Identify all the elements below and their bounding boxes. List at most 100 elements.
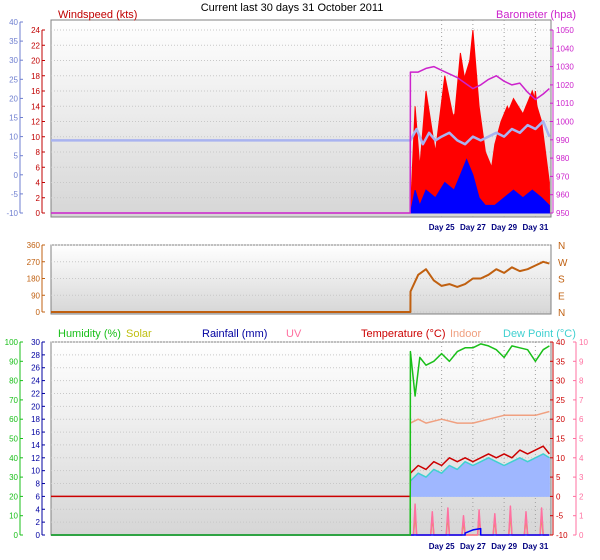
outer-scale-tick-label: 15	[9, 114, 18, 123]
rainfall-tick-label: 16	[31, 428, 40, 437]
windspeed-tick-label: 16	[31, 87, 40, 96]
compass-label: E	[558, 291, 565, 302]
direction-panel-background	[50, 244, 552, 315]
climate-panel-axes: 0102030405060708090100024681012141618202…	[5, 338, 589, 540]
humidity-tick-label: 20	[9, 492, 18, 501]
barometer-tick-label: 970	[556, 172, 570, 181]
rainfall-tick-label: 20	[31, 402, 40, 411]
windspeed-tick-label: 10	[31, 133, 40, 142]
legend-uv: UV	[286, 328, 302, 340]
uv-tick-label: 0	[579, 531, 584, 540]
barometer-tick-label: 960	[556, 191, 570, 200]
outer-scale-tick-label: -10	[6, 209, 18, 218]
windspeed-axis-title: Windspeed (kts)	[58, 9, 137, 21]
windspeed-tick-label: 24	[31, 26, 40, 35]
windspeed-tick-label: 14	[31, 102, 40, 111]
dew-point-c-line	[409, 453, 550, 482]
temperature-tick-label: -5	[556, 512, 564, 521]
barometer-tick-label: 1040	[556, 44, 574, 53]
humidity-tick-label: 90	[9, 357, 18, 366]
temperature-tick-label: 35	[556, 357, 565, 366]
humidity-tick-label: 80	[9, 377, 18, 386]
humidity-tick-label: 40	[9, 454, 18, 463]
legend-indoor: Indoor	[450, 328, 482, 340]
windspeed-tick-label: 2	[36, 194, 41, 203]
humidity-tick-label: 60	[9, 415, 18, 424]
rainfall-tick-label: 0	[36, 531, 41, 540]
uv-tick-label: 7	[579, 396, 584, 405]
humidity-line	[51, 343, 550, 536]
uv-tick-label: 4	[579, 454, 584, 463]
uv-tick-label: 5	[579, 435, 584, 444]
wind-average-area	[51, 158, 550, 214]
windspeed-tick-label: 22	[31, 41, 40, 50]
rainfall-mm-line	[51, 527, 550, 536]
humidity-tick-label: 70	[9, 396, 18, 405]
rainfall-tick-label: 18	[31, 415, 40, 424]
humidity-tick-label: 10	[9, 512, 18, 521]
uv-tick-label: 10	[579, 338, 588, 347]
barometer-tick-label: 1020	[556, 81, 574, 90]
x-tick-label: Day 25	[429, 223, 455, 232]
temperature-tick-label: 25	[556, 396, 565, 405]
compass-label: S	[558, 275, 565, 286]
humidity-tick-label: 50	[9, 435, 18, 444]
rainfall-tick-label: 10	[31, 467, 40, 476]
windspeed-tick-label: 4	[36, 179, 41, 188]
legend-temperature: Temperature (°C)	[361, 328, 445, 340]
rainfall-tick-label: 30	[31, 338, 40, 347]
outer-scale-tick-label: 0	[14, 171, 19, 180]
uv-tick-label: 2	[579, 492, 584, 501]
x-tick-label: Day 31	[522, 542, 548, 551]
uv-tick-label: 3	[579, 473, 584, 482]
windspeed-tick-label: 8	[36, 148, 41, 157]
rainfall-tick-label: 26	[31, 364, 40, 373]
direction-tick-label: 90	[31, 291, 40, 300]
windspeed-tick-label: 20	[31, 57, 40, 66]
barometer-tick-label: 980	[556, 154, 570, 163]
barometer-tick-label: 1050	[556, 26, 574, 35]
uv-line	[51, 503, 550, 536]
compass-label: N	[558, 308, 565, 319]
rainfall-tick-label: 14	[31, 441, 40, 450]
outer-scale-tick-label: 10	[9, 133, 18, 142]
rainfall-tick-label: 8	[36, 480, 41, 489]
direction-tick-label: 180	[27, 275, 41, 284]
windspeed-tick-label: 18	[31, 72, 40, 81]
outer-scale-tick-label: 35	[9, 37, 18, 46]
legend-dew-point: Dew Point (°C)	[503, 328, 576, 340]
outer-scale-tick-label: 5	[14, 152, 19, 161]
chart-title: Current last 30 days 31 October 2011	[201, 2, 384, 14]
x-tick-label: Day 29	[491, 223, 517, 232]
climate-panel-series	[51, 343, 550, 536]
rainfall-tick-label: 4	[36, 505, 41, 514]
temperature-tick-label: 20	[556, 415, 565, 424]
outer-scale-tick-label: 30	[9, 56, 18, 65]
wind-panel-x-axis: Day 25 Day 27 Day 29 Day 31	[429, 223, 549, 232]
direction-tick-label: 360	[27, 241, 41, 250]
humidity-tick-label: 30	[9, 473, 18, 482]
x-tick-label: Day 31	[522, 223, 548, 232]
windspeed-tick-label: 6	[36, 163, 41, 172]
climate-legend: Humidity (%) Solar Rainfall (mm) UV Temp…	[58, 328, 576, 340]
rainfall-tick-label: 12	[31, 454, 40, 463]
rainfall-tick-label: 6	[36, 492, 41, 501]
uv-tick-label: 6	[579, 415, 584, 424]
x-tick-label: Day 29	[491, 542, 517, 551]
outer-scale-line-line	[51, 120, 551, 146]
wind-panel-axes: -10-505101520253035400246810121416182022…	[6, 18, 574, 218]
x-tick-label: Day 25	[429, 542, 455, 551]
temperature-tick-label: 0	[556, 492, 561, 501]
outer-scale-tick-label: 25	[9, 75, 18, 84]
temperature-tick-label: 40	[556, 338, 565, 347]
indoor-line	[410, 410, 550, 424]
barometer-hpa-line	[51, 65, 550, 214]
windspeed-kts-area	[51, 60, 550, 214]
humidity-tick-label: 0	[14, 531, 19, 540]
barometer-tick-label: 1030	[556, 63, 574, 72]
legend-solar: Solar	[126, 328, 152, 340]
direction-tick-label: 270	[27, 258, 41, 267]
barometer-tick-label: 990	[556, 136, 570, 145]
